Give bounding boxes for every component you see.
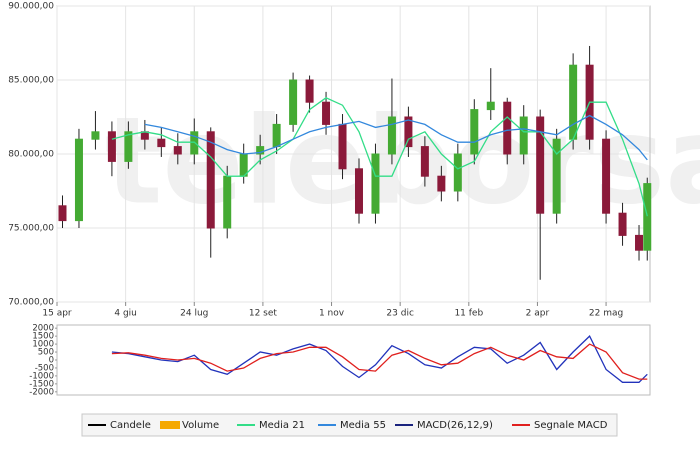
candle-body (206, 131, 215, 229)
candle-body (354, 168, 363, 214)
x-tick-label: 2 apr (526, 309, 550, 319)
y-tick-label: 85.000,00 (8, 76, 54, 86)
candle-body (552, 138, 561, 214)
legend-label: MACD(26,12,9) (417, 420, 493, 431)
candle-body (322, 101, 331, 125)
y-tick-label: 1000 (32, 340, 54, 350)
candle-body (404, 116, 413, 148)
candle-body (569, 64, 578, 140)
candle-body (58, 205, 67, 222)
y-tick-label: -1000 (29, 371, 54, 381)
candle-body (387, 116, 396, 155)
candle-body (124, 131, 133, 162)
candle-body (635, 234, 644, 251)
y-tick-label: 90.000,00 (8, 2, 54, 12)
legend-label: Media 21 (259, 420, 305, 431)
candle-body (239, 153, 248, 177)
legend-label: Media 55 (340, 420, 386, 431)
y-tick-label: 2000 (32, 324, 54, 334)
y-tick-label: 0 (49, 356, 54, 366)
y-tick-label: -2000 (29, 387, 54, 397)
series-line (111, 343, 648, 380)
candle-body (91, 131, 100, 140)
legend-label: Volume (182, 420, 219, 431)
candle-body (536, 116, 545, 214)
candle-body (371, 153, 380, 214)
candle-body (519, 116, 528, 155)
legend-label: Segnale MACD (534, 420, 608, 431)
candle-body (173, 146, 182, 155)
series-line (111, 335, 648, 383)
candle-body (256, 146, 265, 155)
y-tick-label: 1500 (32, 332, 54, 342)
y-tick-label: -500 (35, 363, 54, 373)
y-tick-label: 70.000,00 (8, 298, 54, 308)
candle-body (289, 79, 298, 125)
candle-body (643, 183, 652, 251)
series-line (144, 114, 648, 161)
x-tick-label: 22 mag (589, 309, 623, 319)
x-tick-label: 1 nov (319, 309, 345, 319)
candle-body (470, 109, 479, 155)
legend-swatch (160, 421, 180, 429)
x-tick-label: 4 giu (114, 309, 137, 319)
x-tick-label: 15 apr (42, 309, 72, 319)
plot-frame (56, 324, 651, 396)
candle-body (437, 175, 446, 192)
candle-body (74, 138, 83, 222)
x-tick-label: 11 feb (454, 309, 483, 319)
series-line (111, 97, 648, 217)
candle-body (453, 153, 462, 192)
candle-body (420, 146, 429, 177)
candle-body (503, 101, 512, 155)
candle-body (305, 79, 314, 103)
x-tick-label: 12 set (249, 309, 278, 319)
x-tick-label: 23 dic (386, 309, 414, 319)
candle-body (618, 212, 627, 236)
candle-body (486, 101, 495, 111)
x-tick-label: 24 lug (180, 309, 208, 319)
y-tick-label: 75.000,00 (8, 224, 54, 234)
legend-box (81, 413, 618, 437)
candle-body (338, 123, 347, 170)
candle-body (602, 138, 611, 214)
legend-label: Candele (110, 420, 151, 431)
y-tick-label: -1500 (29, 379, 54, 389)
y-tick-label: 500 (38, 348, 54, 358)
y-tick-label: 80.000,00 (8, 150, 54, 160)
candle-body (157, 138, 166, 148)
candle-body (107, 131, 116, 162)
watermark: teleborsa (105, 93, 700, 232)
candle-body (223, 175, 232, 229)
candle-body (272, 123, 281, 148)
